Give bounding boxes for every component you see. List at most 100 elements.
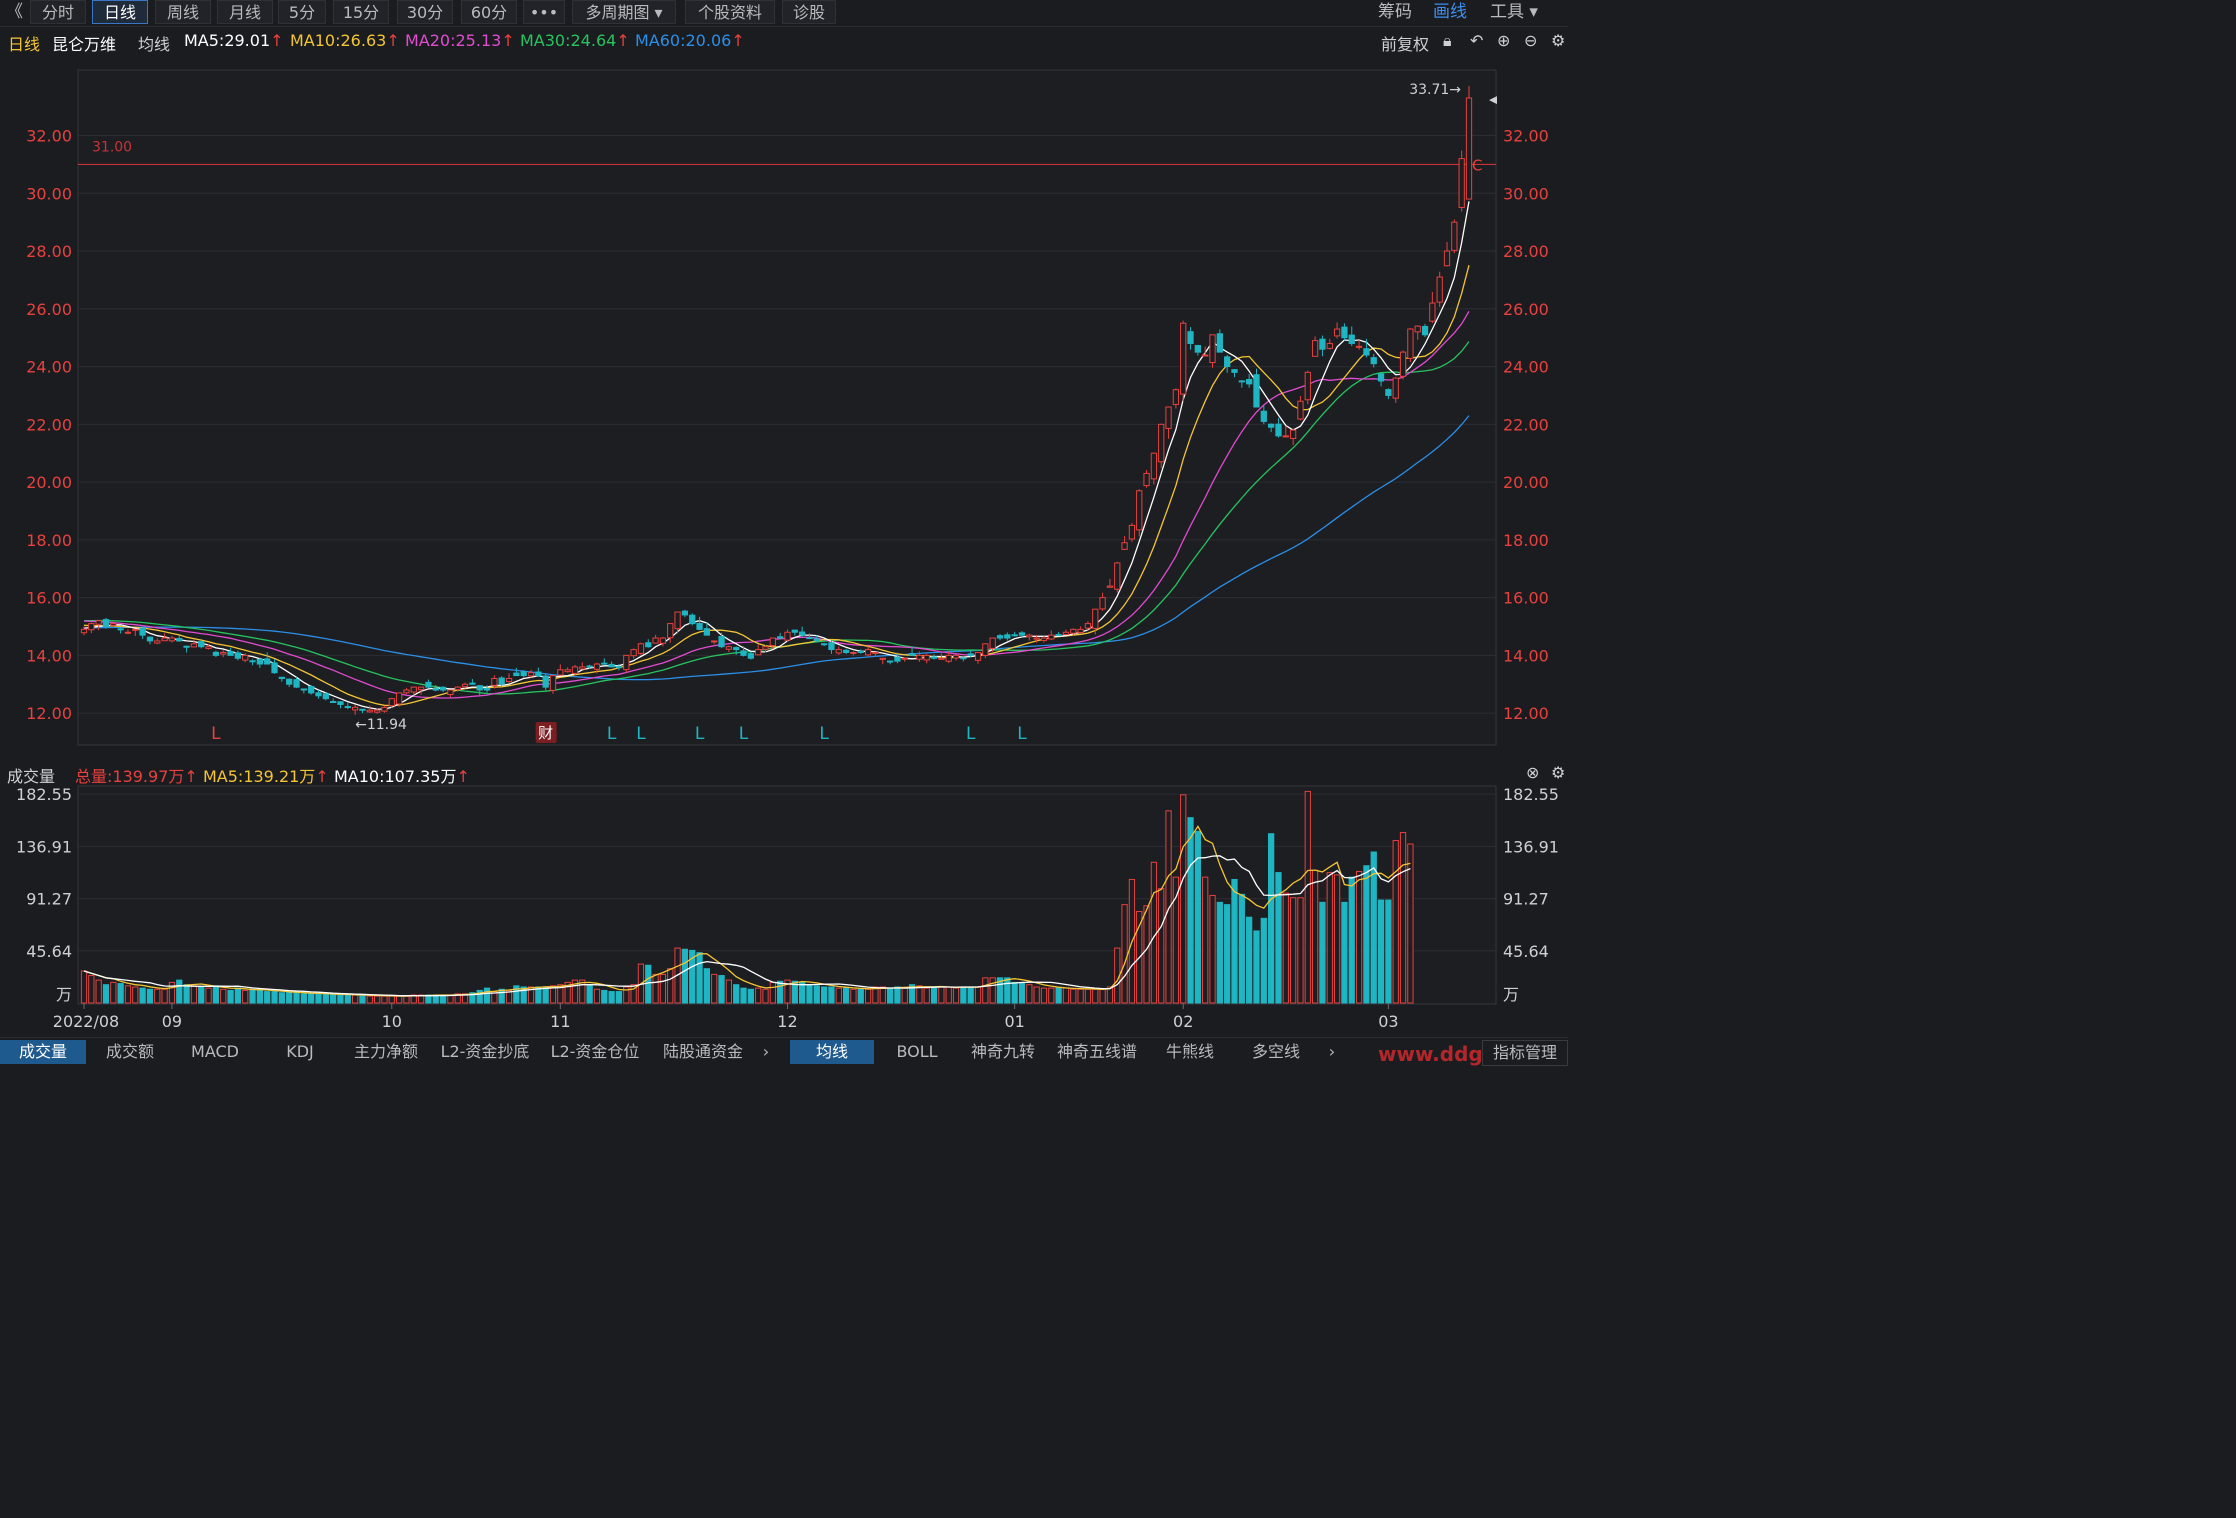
period-tab-6[interactable]: 30分 <box>397 0 453 24</box>
volume-bar <box>820 986 828 1004</box>
candle-body <box>366 709 373 713</box>
volume-bar <box>183 984 190 1004</box>
indicator-tab-0[interactable]: 成交量 <box>0 1040 86 1064</box>
price-tick-left: 16.00 <box>26 589 72 608</box>
price-tick-left: 26.00 <box>26 300 72 319</box>
volume-bar <box>608 991 615 1004</box>
volume-bar <box>828 986 835 1004</box>
volume-tick-left: 万 <box>56 985 72 1004</box>
volume-bar <box>703 968 711 1004</box>
volume-bar <box>469 992 476 1004</box>
top-toolbar: 《 分时 日线 周线 月线 5分 15分 30分 60分 ••• 多周期图 ▾ 个股资料 诊股 筹码 … <box>0 0 1568 27</box>
volume-bar <box>1040 987 1048 1004</box>
candle-body <box>725 646 733 650</box>
candle-body <box>1407 328 1414 359</box>
price-adjust-dropdown[interactable]: 前复权 <box>1381 35 1430 54</box>
period-tab-7[interactable]: 60分 <box>461 0 517 24</box>
date-label: 01 <box>1004 1012 1024 1031</box>
overlay-tab-3[interactable]: 神奇五线谱 <box>1056 1042 1137 1061</box>
chip-distribution-tab[interactable]: 筹码 <box>1378 2 1412 22</box>
indicator-tab-1[interactable]: 成交额 <box>105 1042 154 1061</box>
overlay-tab-0[interactable]: 均线 <box>790 1040 874 1064</box>
volume-bar <box>1026 984 1033 1004</box>
period-tab-8[interactable]: ••• <box>523 0 565 24</box>
period-tab-10[interactable]: 个股资料 <box>685 0 775 24</box>
volume-bar <box>366 995 373 1004</box>
volume-bar <box>667 968 674 1004</box>
undo-icon[interactable]: ↶ <box>1470 31 1484 50</box>
indicator-tab-3[interactable]: KDJ <box>286 1042 314 1061</box>
volume-bar <box>198 986 205 1004</box>
kline-chart[interactable]: 12.00 12.00 14.00 14.00 16.00 16.00 18.00 18.00… <box>0 0 1568 1037</box>
candle-body <box>161 637 168 642</box>
volume-close-icon[interactable]: ⊗ <box>1526 763 1540 782</box>
volume-bar <box>1055 987 1062 1004</box>
volume-bar <box>1246 916 1253 1004</box>
candle-body <box>1341 326 1348 339</box>
candle-body <box>1268 423 1275 428</box>
period-tab-4[interactable]: 5分 <box>278 0 326 24</box>
volume-bar <box>623 986 630 1004</box>
financial-report-marker-text: 财 <box>538 724 553 742</box>
overlay-tab-2[interactable]: 神奇九转 <box>970 1042 1035 1061</box>
candle-body <box>315 692 322 697</box>
ma-label[interactable]: 均线 <box>138 35 171 54</box>
volume-bar <box>1062 987 1070 1004</box>
candle-body <box>564 669 571 673</box>
period-tab-0[interactable]: 分时 <box>30 0 86 24</box>
period-tab-5[interactable]: 15分 <box>333 0 389 24</box>
candle-body <box>1114 562 1121 590</box>
volume-bar <box>996 977 1004 1004</box>
candle-body <box>659 637 667 644</box>
volume-bar <box>908 984 916 1004</box>
indicator-tab-7[interactable]: 陆股通资金 <box>662 1042 743 1061</box>
period-tab-3[interactable]: 月线 <box>217 0 273 24</box>
zoom-in-icon[interactable]: ⊕ <box>1497 31 1511 50</box>
period-tab-9[interactable]: 多周期图 ▾ <box>572 0 676 24</box>
volume-bar <box>271 991 278 1004</box>
period-tab-1[interactable]: 日线 <box>92 0 148 24</box>
volume-settings-icon[interactable]: ⚙ <box>1551 763 1566 782</box>
overlay-tab-1[interactable]: BOLL <box>896 1042 938 1061</box>
candle-body <box>703 628 711 636</box>
tabs-scroll-right-icon-2[interactable]: › <box>1328 1042 1336 1061</box>
indicator-tab-2[interactable]: MACD <box>191 1042 239 1061</box>
indicator-manage-button[interactable]: 指标管理 <box>1482 1040 1568 1066</box>
zoom-out-icon[interactable]: ⊖ <box>1524 31 1538 50</box>
volume-bar <box>718 975 725 1004</box>
volume-bar <box>1260 917 1267 1004</box>
price-tick-left: 18.00 <box>26 531 72 550</box>
period-label: 日线 <box>8 35 41 54</box>
period-tab-2[interactable]: 周线 <box>155 0 211 24</box>
volume-bar <box>1304 790 1311 1004</box>
draw-line-tab[interactable]: 画线 <box>1433 2 1467 22</box>
back-icon[interactable]: 《 <box>6 2 23 22</box>
indicator-tab-6[interactable]: L2-资金仓位 <box>550 1042 640 1061</box>
candle-body <box>791 629 798 633</box>
candle-body <box>1180 322 1187 395</box>
candle-body <box>1194 344 1202 353</box>
candle-body <box>190 643 198 648</box>
overlay-tab-4[interactable]: 牛熊线 <box>1165 1042 1214 1061</box>
candle-body <box>1311 340 1319 357</box>
indicator-tab-5[interactable]: L2-资金抄底 <box>440 1042 530 1061</box>
volume-bar <box>373 995 381 1004</box>
settings-icon[interactable]: ⚙ <box>1551 31 1566 50</box>
lock-icon[interactable]: 🔒︎ <box>1443 31 1452 50</box>
volume-bar <box>1224 904 1231 1004</box>
volume-bar <box>1363 865 1370 1004</box>
candle-body <box>601 662 608 665</box>
candle-body <box>615 666 623 669</box>
tabs-scroll-right-icon[interactable]: › <box>762 1042 770 1061</box>
ma20-line <box>83 310 1470 699</box>
tools-menu[interactable]: 工具 ▾ <box>1490 2 1538 22</box>
period-tab-11[interactable]: 诊股 <box>782 0 836 24</box>
indicator-tab-4[interactable]: 主力净额 <box>353 1042 418 1061</box>
overlay-tab-5[interactable]: 多空线 <box>1251 1042 1300 1061</box>
volume-bar <box>711 973 718 1004</box>
volume-bar <box>1158 888 1165 1004</box>
financial-report-marker[interactable] <box>535 722 557 743</box>
candle-body <box>205 646 212 649</box>
volume-bar <box>381 995 388 1004</box>
volume-bar <box>330 994 337 1004</box>
